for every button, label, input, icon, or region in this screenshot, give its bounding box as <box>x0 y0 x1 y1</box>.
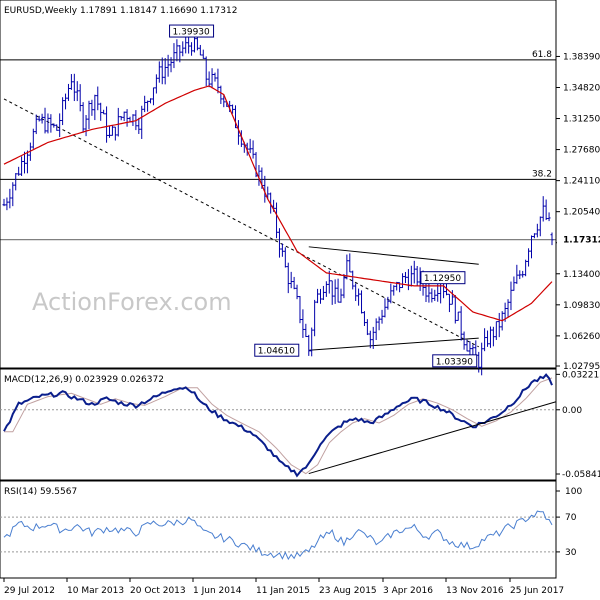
macd-y-axis: 0.032215 0.00 -0.058413 <box>556 370 600 480</box>
y-tick-label: 30 <box>565 548 577 558</box>
price-panel: EURUSD,Weekly 1.17891 1.18147 1.16690 1.… <box>0 0 600 376</box>
watermark: ActionForex.com <box>32 288 232 316</box>
y-tick-label: 1.27680 <box>563 146 600 156</box>
fib-label: 38.2 <box>532 169 552 179</box>
y-tick-label: 1.06260 <box>563 332 600 342</box>
y-tick-label: -0.058413 <box>562 470 600 480</box>
annotation-label: 1.39930 <box>173 28 210 38</box>
y-tick-label: 1.34820 <box>563 83 600 93</box>
y-tick-label: 1.24110 <box>563 177 600 187</box>
annotation-box <box>254 343 300 357</box>
current-price-label: 1.17312 <box>563 236 600 246</box>
price-trendlines <box>3 98 479 351</box>
x-tick-label: 11 Jan 2015 <box>256 586 310 596</box>
moving-average-line <box>3 85 553 322</box>
y-tick-label: 1.02795 <box>563 362 600 372</box>
y-tick-label: 70 <box>565 513 577 523</box>
annotation-label: 1.04610 <box>258 347 295 357</box>
annotation-label: 1.03390 <box>436 357 473 367</box>
x-axis: 29 Jul 2012 10 Mar 2013 20 Oct 2013 1 Jun 2… <box>3 578 564 596</box>
current-price-box <box>557 233 600 246</box>
trendline <box>308 246 479 265</box>
price-levels: 61.8 38.2 <box>0 50 556 241</box>
rsi-panel: RSI(14) 59.5567 100 70 30 <box>0 480 582 579</box>
y-tick-label: 1.13400 <box>563 270 600 280</box>
y-tick-label: 0.00 <box>562 406 582 416</box>
macd-trendline <box>308 401 557 475</box>
y-tick-label: 1.09830 <box>563 301 600 311</box>
annotation-box <box>169 24 215 38</box>
annotation-label: 1.12950 <box>424 274 461 284</box>
price-panel-frame <box>0 0 557 369</box>
rsi-line <box>3 510 553 561</box>
price-chart-title: EURUSD,Weekly 1.17891 1.18147 1.16690 1.… <box>4 6 237 16</box>
y-tick-label: 1.38390 <box>563 52 600 62</box>
y-tick-label: 1.31250 <box>563 115 600 125</box>
macd-line <box>3 373 553 478</box>
y-tick-label: 0.032215 <box>562 370 600 380</box>
macd-panel: MACD(12,26,9) 0.023929 0.026372 0.032215… <box>0 368 600 481</box>
fib-label: 61.8 <box>532 50 552 60</box>
rsi-panel-frame <box>0 480 557 579</box>
price-annotations: 1.39930 1.04610 1.12950 1.03390 <box>169 24 478 368</box>
x-tick-label: 20 Oct 2013 <box>130 586 186 596</box>
trendline <box>308 337 479 351</box>
annotation-box <box>432 354 478 368</box>
trendline <box>3 98 479 348</box>
rsi-title: RSI(14) 59.5567 <box>4 487 77 497</box>
x-tick-label: 29 Jul 2012 <box>4 586 55 596</box>
y-tick-label: 1.20540 <box>563 208 600 218</box>
x-tick-label: 25 Jun 2017 <box>510 586 564 596</box>
macd-title: MACD(12,26,9) 0.023929 0.026372 <box>4 375 164 385</box>
rsi-levels <box>0 516 556 553</box>
macd-panel-frame <box>0 368 557 481</box>
annotation-box <box>420 271 466 285</box>
macd-signal-line <box>4 377 553 475</box>
y-tick-label: 100 <box>565 487 582 497</box>
x-tick-label: 1 Jun 2014 <box>193 586 242 596</box>
x-tick-label: 13 Nov 2016 <box>446 586 504 596</box>
x-tick-label: 3 Apr 2016 <box>383 586 433 596</box>
rsi-y-axis: 100 70 30 <box>556 487 582 558</box>
price-y-axis: 1.38390 1.34820 1.31250 1.27680 1.24110 1.205… <box>556 52 600 372</box>
x-tick-label: 10 Mar 2013 <box>67 586 124 596</box>
x-tick-label: 23 Aug 2015 <box>319 586 377 596</box>
